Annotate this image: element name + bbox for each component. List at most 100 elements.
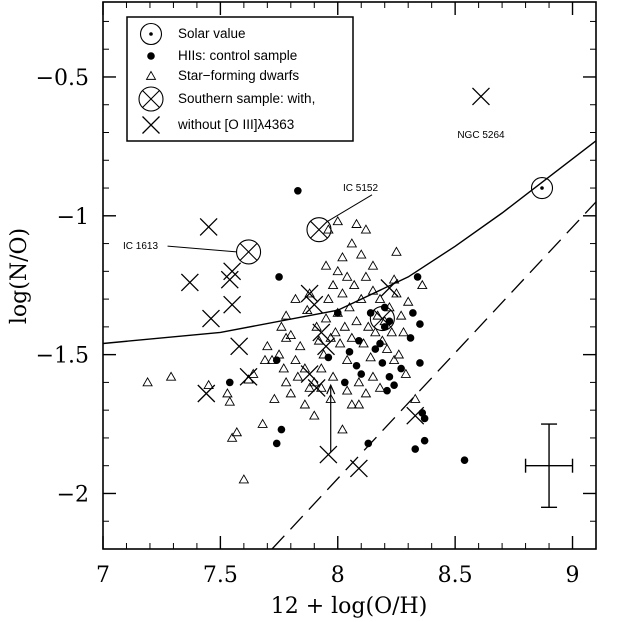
data-point [369, 305, 395, 332]
data-point-shape [337, 424, 348, 434]
legend-marker-shape [147, 52, 155, 60]
data-point-shape [327, 371, 339, 381]
annotation-ic-5152: IC 5152 [343, 183, 378, 194]
data-point [197, 384, 216, 403]
legend-label-southern-with: Southern sample: with, [178, 91, 315, 106]
data-point-shape [355, 336, 363, 345]
data-point-shape [360, 271, 372, 281]
data-point-shape [319, 445, 338, 464]
legend-marker-cross [142, 90, 160, 108]
data-point-shape [383, 386, 391, 395]
data-point [413, 273, 422, 281]
x-tick-label: 9 [566, 563, 580, 588]
data-point [339, 321, 351, 331]
legend-label-solar: Solar value [178, 26, 246, 41]
data-point [180, 273, 199, 292]
data-point [319, 445, 338, 464]
data-point-shape [413, 273, 422, 281]
legend-marker-shape [142, 116, 160, 134]
data-point-shape [346, 238, 358, 248]
data-point-shape [278, 363, 290, 373]
data-point-shape [374, 382, 386, 392]
data-point [344, 302, 355, 312]
legend-marker-shape [145, 70, 157, 80]
data-point-shape [385, 317, 394, 326]
data-point [257, 418, 268, 428]
data-point [353, 399, 365, 409]
data-point [377, 335, 388, 345]
data-point-shape [376, 339, 384, 348]
data-point [363, 321, 374, 331]
data-point [292, 371, 304, 381]
data-point [332, 265, 344, 276]
plot-frame [102, 1, 597, 550]
data-point-shape [226, 432, 238, 442]
data-point [299, 399, 311, 409]
data-point [416, 320, 424, 328]
data-point-shape [292, 371, 304, 381]
data-point-ring [530, 176, 554, 200]
data-point [416, 359, 424, 367]
data-point-shape [420, 414, 429, 423]
legend-marker [138, 86, 164, 112]
data-point-shape [372, 310, 383, 320]
data-point-shape [313, 335, 325, 345]
solid-model-curve [102, 140, 597, 345]
data-point-shape [316, 363, 327, 373]
data-point [374, 293, 386, 303]
data-point-shape [222, 388, 233, 398]
data-point [388, 354, 400, 365]
data-point [367, 260, 379, 270]
data-point [460, 456, 469, 464]
data-point [220, 270, 239, 289]
data-point-shape [416, 320, 424, 328]
data-point-shape [316, 382, 327, 392]
data-point [346, 238, 358, 248]
data-point [276, 321, 287, 331]
data-point-shape [197, 384, 216, 403]
data-point-shape [180, 273, 199, 292]
data-point-cross [239, 243, 258, 261]
data-point-shape [304, 288, 315, 298]
data-point-shape [272, 356, 281, 364]
data-point-shape [390, 381, 398, 389]
data-point [203, 379, 214, 390]
data-point [385, 373, 394, 381]
data-point-shape [353, 376, 365, 387]
data-point [378, 359, 387, 367]
data-point [397, 364, 405, 373]
data-point [334, 338, 346, 348]
data-point-shape [230, 337, 249, 356]
data-point-shape [294, 187, 302, 195]
data-point [365, 352, 376, 362]
series-0 [530, 176, 554, 200]
data-point [341, 271, 353, 281]
data-point-shape [272, 439, 281, 448]
data-point-shape [406, 406, 425, 425]
data-point-shape [238, 474, 250, 484]
data-point-shape [417, 279, 428, 290]
data-point-shape [391, 246, 402, 256]
data-point-shape [344, 302, 355, 312]
data-point-shape [275, 273, 283, 281]
data-point [402, 296, 414, 306]
upper-limit-arrow [326, 383, 336, 452]
data-point-shape [231, 426, 243, 437]
legend-marker [147, 52, 155, 60]
data-point-shape [305, 295, 324, 314]
data-point-shape [345, 348, 354, 356]
data-point-shape [472, 87, 490, 106]
data-point-shape [367, 260, 379, 270]
data-point-shape [385, 373, 394, 381]
data-point [346, 332, 358, 342]
data-point [351, 315, 362, 326]
data-point [348, 279, 360, 290]
data-point [259, 354, 271, 365]
data-point [300, 365, 319, 384]
data-point [472, 87, 490, 106]
data-point [307, 378, 326, 397]
data-point-ring [369, 305, 395, 332]
data-point-shape [374, 293, 386, 303]
data-point [355, 336, 363, 345]
data-point-shape [266, 354, 278, 365]
